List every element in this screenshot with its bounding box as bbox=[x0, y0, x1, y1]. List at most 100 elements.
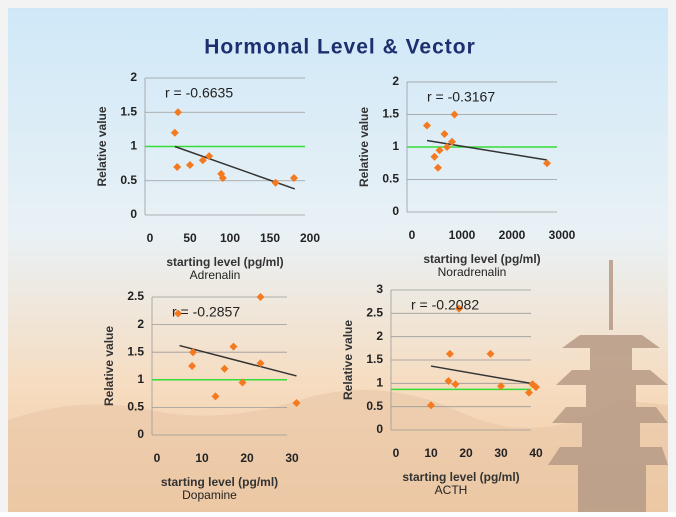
point bbox=[455, 304, 463, 313]
x-axis-label: starting level (pg/ml) bbox=[402, 470, 519, 484]
y-tick-label: 1 bbox=[376, 376, 383, 390]
point bbox=[256, 293, 265, 301]
x-axis-label: starting level (pg/ml) bbox=[423, 252, 540, 266]
trend-line bbox=[430, 365, 537, 386]
x-tick-label: 2000 bbox=[499, 228, 526, 242]
y-tick-label: 0.5 bbox=[382, 172, 399, 186]
annotation: r = -0.2082 bbox=[411, 297, 479, 313]
annotation: r = -0.2857 bbox=[172, 304, 240, 320]
point bbox=[445, 349, 454, 358]
point bbox=[430, 152, 439, 161]
y-tick-label: 0.5 bbox=[127, 400, 144, 414]
point bbox=[271, 178, 280, 187]
y-tick-label: 2 bbox=[130, 70, 137, 84]
mountains bbox=[8, 389, 668, 512]
point bbox=[256, 359, 265, 368]
x-tick-label: 20 bbox=[240, 451, 254, 465]
y-tick-label: 2 bbox=[137, 317, 144, 331]
point bbox=[290, 174, 298, 183]
trend-line bbox=[179, 344, 297, 377]
y-tick-label: 1 bbox=[137, 372, 144, 386]
x-axis-label: starting level (pg/ml) bbox=[166, 255, 283, 269]
point bbox=[186, 160, 194, 169]
chart-name: ACTH bbox=[435, 483, 468, 497]
point bbox=[205, 152, 214, 161]
y-tick-label: 0.5 bbox=[120, 173, 137, 187]
y-tick-label: 3 bbox=[376, 282, 383, 296]
point bbox=[427, 401, 435, 410]
point bbox=[174, 309, 183, 318]
y-tick-label: 0 bbox=[376, 422, 383, 436]
point bbox=[189, 348, 197, 357]
x-tick-label: 200 bbox=[300, 231, 320, 245]
point bbox=[423, 121, 431, 130]
annotation: r = -0.6635 bbox=[165, 85, 233, 101]
y-tick-label: 0 bbox=[130, 207, 137, 221]
x-tick-label: 0 bbox=[147, 231, 154, 245]
point bbox=[451, 380, 460, 389]
point bbox=[435, 146, 444, 155]
slide-title: Hormonal Level & Vector bbox=[204, 36, 476, 59]
x-tick-label: 0 bbox=[409, 228, 416, 242]
x-tick-label: 20 bbox=[459, 446, 473, 460]
x-axis-label: starting level (pg/ml) bbox=[161, 475, 278, 489]
point bbox=[238, 378, 247, 387]
point bbox=[188, 362, 197, 370]
annotation: r = -0.3167 bbox=[427, 89, 495, 105]
point bbox=[497, 382, 505, 391]
point bbox=[174, 108, 182, 117]
chart-name: Noradrenalin bbox=[438, 265, 507, 279]
point bbox=[450, 110, 459, 119]
x-tick-label: 1000 bbox=[449, 228, 476, 242]
x-tick-label: 50 bbox=[183, 231, 197, 245]
y-tick-label: 2.5 bbox=[366, 306, 383, 320]
chart-name: Dopamine bbox=[182, 488, 237, 502]
y-tick-label: 2 bbox=[376, 329, 383, 343]
x-tick-label: 10 bbox=[424, 446, 438, 460]
y-tick-label: 1.5 bbox=[127, 344, 144, 358]
y-axis-label: Relative value bbox=[102, 326, 116, 406]
chart-name: Adrenalin bbox=[190, 268, 241, 282]
point bbox=[292, 398, 301, 407]
point bbox=[532, 383, 540, 392]
x-tick-label: 30 bbox=[494, 446, 508, 460]
y-tick-label: 0 bbox=[392, 204, 399, 218]
x-tick-label: 150 bbox=[260, 231, 280, 245]
y-tick-label: 1.5 bbox=[382, 107, 399, 121]
point bbox=[198, 156, 207, 165]
y-axis-label: Relative value bbox=[357, 107, 371, 187]
pagoda bbox=[548, 260, 668, 512]
point bbox=[486, 349, 495, 358]
y-tick-label: 2 bbox=[392, 74, 399, 88]
x-tick-label: 30 bbox=[285, 451, 299, 465]
point bbox=[525, 388, 533, 397]
x-tick-label: 3000 bbox=[549, 228, 576, 242]
point bbox=[434, 163, 442, 172]
y-tick-label: 0 bbox=[137, 427, 144, 441]
point bbox=[220, 364, 229, 373]
x-tick-label: 40 bbox=[529, 446, 543, 460]
y-tick-label: 1 bbox=[130, 139, 137, 153]
x-tick-label: 100 bbox=[220, 231, 240, 245]
y-tick-label: 1 bbox=[392, 139, 399, 153]
y-tick-label: 1.5 bbox=[120, 104, 137, 118]
point bbox=[448, 137, 456, 146]
y-tick-label: 0.5 bbox=[366, 399, 383, 413]
point bbox=[229, 342, 238, 351]
y-axis-label: Relative value bbox=[341, 320, 355, 400]
point bbox=[443, 143, 451, 151]
point bbox=[543, 159, 551, 168]
x-tick-label: 0 bbox=[393, 446, 400, 460]
y-tick-label: 2.5 bbox=[127, 289, 144, 303]
x-tick-label: 10 bbox=[195, 451, 209, 465]
point bbox=[173, 163, 182, 172]
x-tick-label: 0 bbox=[154, 451, 161, 465]
point bbox=[211, 392, 220, 401]
point bbox=[218, 174, 227, 183]
point bbox=[170, 128, 179, 137]
y-tick-label: 1.5 bbox=[366, 352, 383, 366]
point bbox=[444, 377, 453, 385]
y-axis-label: Relative value bbox=[95, 106, 109, 186]
point bbox=[440, 130, 449, 138]
